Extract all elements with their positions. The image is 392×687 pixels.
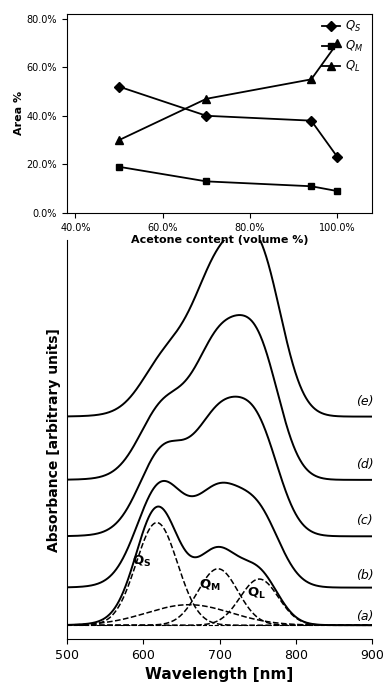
$Q_S$ (335, 153, 340, 161)
Text: $\mathbf{Q_S}$: $\mathbf{Q_S}$ (132, 554, 151, 569)
$Q_L$ (117, 136, 122, 144)
$Q_M$ (309, 182, 314, 190)
X-axis label: Acetone content (volume %): Acetone content (volume %) (131, 236, 308, 245)
$Q_L$ (309, 75, 314, 83)
Line: $Q_M$: $Q_M$ (116, 164, 341, 194)
Text: (a): (a) (356, 610, 373, 623)
Text: $\mathbf{Q_L}$: $\mathbf{Q_L}$ (247, 586, 266, 601)
Text: (d): (d) (356, 458, 373, 471)
Text: (e): (e) (356, 395, 373, 407)
Text: (b): (b) (356, 569, 373, 582)
$Q_S$ (204, 112, 209, 120)
Text: $\mathbf{Q_M}$: $\mathbf{Q_M}$ (200, 578, 221, 593)
$Q_M$ (204, 177, 209, 185)
Legend: $Q_S$, $Q_M$, $Q_L$: $Q_S$, $Q_M$, $Q_L$ (319, 16, 367, 78)
X-axis label: Wavelength [nm]: Wavelength [nm] (145, 667, 294, 682)
Y-axis label: Absorbance [arbitrary units]: Absorbance [arbitrary units] (47, 328, 61, 552)
$Q_M$ (117, 163, 122, 171)
Text: (c): (c) (356, 515, 372, 528)
Y-axis label: Area %: Area % (13, 91, 24, 135)
$Q_L$ (204, 95, 209, 103)
$Q_M$ (335, 187, 340, 195)
Line: $Q_S$: $Q_S$ (116, 83, 341, 161)
$Q_L$ (335, 38, 340, 47)
$Q_S$ (117, 82, 122, 91)
$Q_S$ (309, 117, 314, 125)
Line: $Q_L$: $Q_L$ (115, 38, 341, 144)
